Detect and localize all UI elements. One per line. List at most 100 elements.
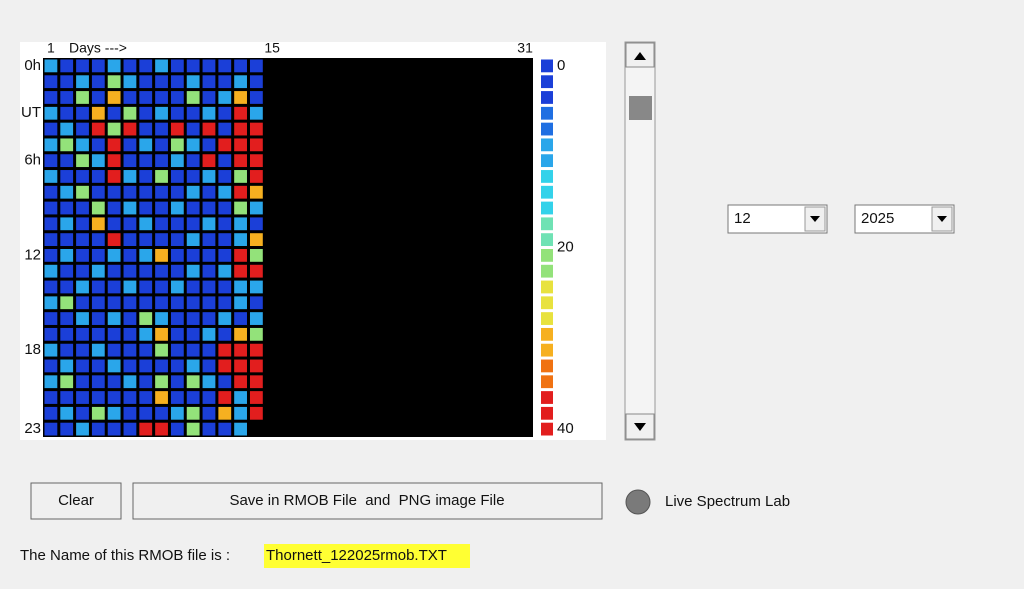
- heat-cell: [123, 406, 137, 420]
- heat-cell: [186, 185, 200, 199]
- file-name: Thornett_122025rmob.TXT: [266, 547, 447, 564]
- heat-cell: [155, 406, 168, 420]
- heat-cell: [139, 296, 153, 310]
- heat-cell: [186, 122, 200, 136]
- heat-cell: [123, 264, 137, 278]
- heat-cell: [170, 312, 184, 325]
- month-select[interactable]: 12: [727, 204, 828, 234]
- colorbar-cell: [541, 106, 553, 120]
- clear-button[interactable]: Clear: [30, 482, 122, 520]
- heat-cell: [202, 343, 216, 357]
- heat-cell: [123, 312, 137, 325]
- heat-cell: [155, 343, 168, 357]
- heat-cell: [91, 201, 105, 215]
- button-frame[interactable]: [132, 482, 603, 520]
- colorbar-cell: [541, 217, 553, 231]
- heat-cell: [91, 327, 105, 341]
- heat-cell: [76, 406, 89, 420]
- heat-cell: [249, 217, 263, 231]
- heat-cell: [186, 75, 200, 89]
- heat-cell: [107, 201, 121, 215]
- heat-cell: [186, 280, 200, 294]
- heat-cell: [107, 391, 121, 404]
- heat-cell: [202, 312, 216, 325]
- heat-cell: [139, 217, 153, 231]
- heat-cell: [107, 217, 121, 231]
- scrollbar[interactable]: [624, 41, 656, 441]
- colorbar-cell: [541, 312, 553, 325]
- heat-cell: [139, 185, 153, 199]
- heat-cell: [186, 343, 200, 357]
- heat-cell: [234, 217, 247, 231]
- heat-cell: [123, 375, 137, 389]
- button-frame[interactable]: [30, 482, 122, 520]
- heat-cell: [155, 359, 168, 373]
- heat-cell: [218, 406, 232, 420]
- heat-cell: [139, 201, 153, 215]
- heat-cell: [155, 264, 168, 278]
- heat-cell: [44, 170, 58, 183]
- heat-cell: [76, 59, 89, 73]
- heat-cell: [139, 170, 153, 183]
- heat-cell: [123, 422, 137, 436]
- x-tick-label: 1: [47, 40, 55, 56]
- colorbar-cell: [541, 75, 553, 89]
- heat-cell: [249, 406, 263, 420]
- heat-cell: [249, 264, 263, 278]
- heat-cell: [107, 280, 121, 294]
- heat-cell: [60, 106, 74, 120]
- colorbar-cell: [541, 233, 553, 246]
- heat-cell: [76, 375, 89, 389]
- heat-cell: [60, 406, 74, 420]
- heat-cell: [76, 170, 89, 183]
- heat-cell: [107, 327, 121, 341]
- radio[interactable]: Live Spectrum Lab: [625, 489, 790, 515]
- save-button[interactable]: Save in RMOB File and PNG image File: [132, 482, 603, 520]
- arrow-down: [634, 423, 646, 431]
- scroll-thumb[interactable]: [629, 96, 652, 120]
- heat-cell: [234, 343, 247, 357]
- heat-cell: [170, 201, 184, 215]
- heat-cell: [91, 375, 105, 389]
- heat-cell: [218, 217, 232, 231]
- heat-cell: [155, 233, 168, 246]
- heat-cell: [170, 264, 184, 278]
- heat-cell: [249, 138, 263, 152]
- heat-cell: [107, 296, 121, 310]
- heat-cell: [155, 280, 168, 294]
- arrow-up: [634, 52, 646, 60]
- heat-cell: [44, 264, 58, 278]
- heat-cell: [202, 233, 216, 246]
- heat-cell: [170, 154, 184, 168]
- heat-cell: [107, 422, 121, 436]
- heat-cell: [76, 249, 89, 262]
- year-select[interactable]: 2025: [854, 204, 955, 234]
- heat-cell: [202, 75, 216, 89]
- heat-cell: [186, 359, 200, 373]
- heat-cell: [91, 264, 105, 278]
- heat-cell: [234, 391, 247, 404]
- heat-cell: [155, 185, 168, 199]
- heat-cell: [234, 312, 247, 325]
- heat-cell: [234, 185, 247, 199]
- heat-cell: [76, 327, 89, 341]
- colorbar-cell: [541, 327, 553, 341]
- heat-cell: [139, 233, 153, 246]
- heat-cell: [123, 170, 137, 183]
- heat-cell: [202, 185, 216, 199]
- heat-cell: [60, 59, 74, 73]
- colorbar-cell: [541, 170, 553, 183]
- radio-indicator[interactable]: [625, 489, 651, 515]
- heat-cell: [91, 312, 105, 325]
- heat-cell: [202, 406, 216, 420]
- heat-cell: [186, 296, 200, 310]
- heat-cell: [44, 138, 58, 152]
- heat-cell: [107, 185, 121, 199]
- heat-cell: [234, 375, 247, 389]
- heat-cell: [155, 312, 168, 325]
- button-label: Clear: [58, 492, 94, 509]
- heat-cell: [60, 280, 74, 294]
- heat-cell: [202, 122, 216, 136]
- heat-cell: [123, 249, 137, 262]
- colorbar-cell: [541, 359, 553, 373]
